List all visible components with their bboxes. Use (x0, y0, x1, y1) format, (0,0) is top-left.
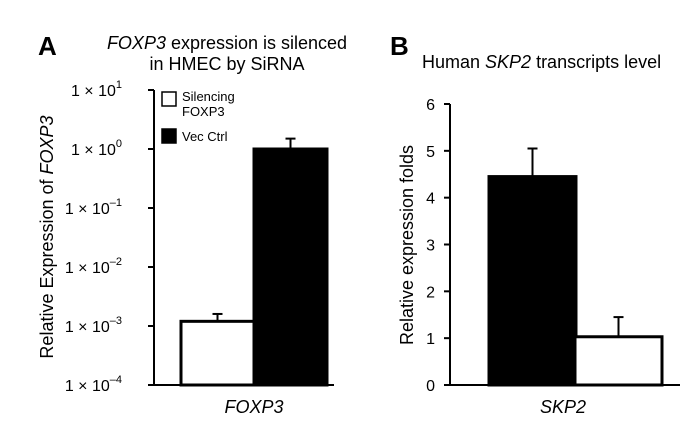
panel-b-bars (487, 147, 664, 387)
panel-a-bar (252, 147, 329, 387)
panel-a-y-tick-label: 1 × 10–2 (65, 256, 122, 277)
panel-b-y-axis-label: Relative expression folds (397, 145, 417, 345)
panel-label-b: B (390, 31, 409, 61)
panel-a-bar (179, 319, 256, 387)
panel-label-a: A (38, 31, 57, 61)
panel-a-y-tick-label: 1 × 10–1 (65, 197, 122, 218)
panel-b-y-tick-label: 0 (426, 378, 435, 395)
panel-b-x-axis-label: SKP2 (540, 397, 586, 417)
panel-b-y-tick-label: 2 (426, 284, 435, 301)
panel-a-bars (179, 137, 329, 387)
panel-b-y-tick-label: 6 (426, 97, 435, 114)
panel-b-y-tick-label: 4 (426, 191, 435, 208)
panel-a-y-tick-label: 1 × 101 (71, 79, 122, 100)
panel-b-y-tick-label: 5 (426, 144, 435, 161)
legend-label-silencing-1: Silencing (182, 89, 235, 104)
legend-label-vec-ctrl: Vec Ctrl (182, 129, 228, 144)
legend-label-silencing-2: FOXP3 (182, 104, 225, 119)
panel-a-title-line1: FOXP3 expression is silenced (107, 33, 347, 53)
panel-a-legend: Silencing FOXP3 Vec Ctrl (161, 89, 235, 144)
panel-a-y-axis-label: Relative Expression of FOXP3 (37, 115, 57, 358)
panel-a-y-tick-label: 1 × 10–3 (65, 315, 122, 336)
legend-swatch-vec-ctrl (161, 128, 177, 144)
panel-b-y-ticks: 0 1 2 3 4 5 6 (426, 97, 450, 395)
panel-a-x-axis-label: FOXP3 (224, 397, 283, 417)
panel-b-title: Human SKP2 transcripts level (422, 52, 661, 72)
legend-swatch-silencing (161, 91, 177, 107)
panel-a-y-tick-label: 1 × 100 (71, 138, 122, 159)
panel-b-bar (573, 335, 664, 387)
panel-b-y-tick-label: 1 (426, 331, 435, 348)
panel-a-y-ticks: 1 × 101 1 × 100 1 × 10–1 1 × 10–2 1 × 10–3 1 … (65, 79, 154, 395)
panel-b-bar (487, 175, 578, 387)
panel-a-y-tick-label: 1 × 10–4 (65, 374, 122, 395)
panel-a-title-line2: in HMEC by SiRNA (149, 54, 304, 74)
panel-b-y-tick-label: 3 (426, 238, 435, 255)
